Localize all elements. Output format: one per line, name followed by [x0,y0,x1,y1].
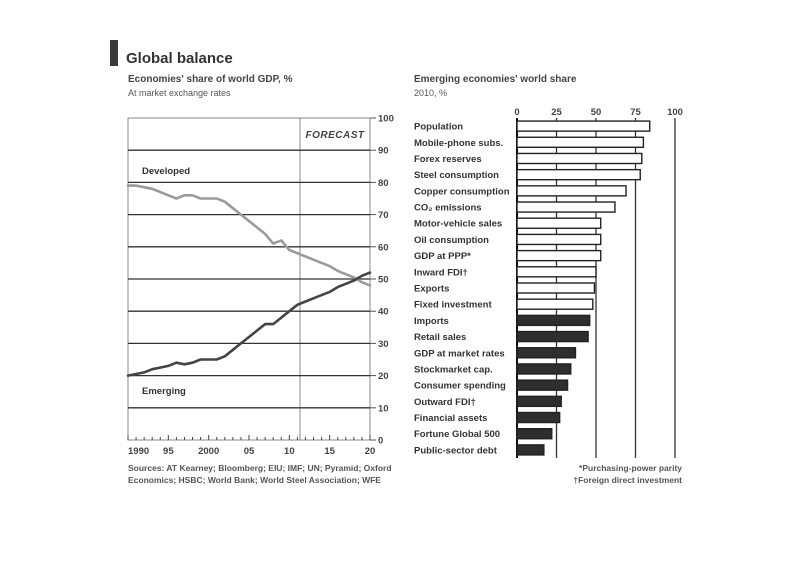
data-point-emerging [248,336,250,338]
category-label: Outward FDI† [414,397,476,408]
x-tick-label: 25 [551,107,562,118]
category-label: GDP at market rates [414,348,505,359]
x-tick-label: 75 [630,107,641,118]
category-label: Copper consumption [414,186,510,197]
bar [516,266,597,278]
category-label: Inward FDI† [414,267,468,278]
bar [516,444,545,456]
y-tick-label: 60 [378,242,389,253]
left-chart-source: Sources: AT Kearney; Bloomberg; EIU; IMF… [128,463,394,485]
x-tick-label: 0 [514,107,519,118]
x-tick-label: 20 [365,446,376,457]
note-ppp: *Purchasing-power parity [579,463,682,473]
left-chart: Economies' share of world GDP, % At mark… [126,74,394,485]
category-label: Motor-vehicle sales [414,219,502,230]
category-label: GDP at PPP* [414,251,471,262]
right-chart-title: Emerging economies' world share [414,74,577,85]
bar [516,168,641,181]
x-tick-label: 15 [324,446,335,457]
data-point-developed [288,249,291,251]
data-point-emerging [127,374,129,377]
note-fdi: †Foreign direct investment [573,475,682,485]
bar [516,249,602,262]
x-tick-label: 1990 [128,446,149,457]
bar [516,233,602,246]
category-label: Steel consumption [414,170,499,181]
bar [516,298,594,310]
category-label: Fortune Global 500 [414,429,500,440]
series-label-emerging: Emerging [142,386,186,397]
x-tick-label: 2000 [198,446,219,457]
bar [516,379,569,391]
category-label: Mobile-phone subs. [414,138,503,149]
x-tick-label: 100 [667,107,683,118]
data-point-emerging [167,365,170,367]
x-tick-label: 95 [163,446,174,457]
bar [516,185,627,197]
forecast-label: FORECAST [306,130,365,141]
bar [516,363,572,375]
y-tick-label: 30 [378,339,389,350]
y-tick-label: 0 [378,436,383,447]
bar [516,217,602,229]
data-point-developed [127,184,129,187]
bar [516,120,651,132]
y-tick-label: 40 [378,307,389,318]
bar [516,136,645,149]
page-title: Global balance [126,50,233,67]
category-label: Fixed investment [414,300,492,311]
title-bar-marker [110,40,118,66]
category-label: Exports [414,284,449,295]
data-point-emerging [369,271,371,274]
category-label: Oil consumption [414,235,489,246]
bar [516,330,589,343]
source-line-2: Economics; HSBC; World Bank; World Steel… [128,475,381,485]
category-label: Financial assets [414,413,487,424]
x-tick-label: 10 [284,446,295,457]
right-chart: Emerging economies' world share 2010, % … [414,74,683,485]
category-label: Imports [414,316,449,327]
bar [516,152,643,165]
bar [516,282,596,294]
category-label: Retail sales [414,332,466,343]
x-tick-label: 50 [591,107,602,118]
y-tick-label: 100 [378,114,394,125]
data-point-developed [328,265,331,268]
data-point-developed [207,197,210,200]
y-tick-label: 20 [378,371,389,382]
left-chart-title: Economies' share of world GDP, % [128,74,293,85]
y-tick-label: 90 [378,146,389,157]
x-tick-label: 05 [244,446,255,457]
right-chart-subtitle: 2010, % [414,88,447,98]
category-label: Forex reserves [414,154,482,165]
data-point-developed [167,194,170,197]
bar [516,347,577,359]
data-point-emerging [328,290,331,293]
y-tick-label: 70 [378,210,389,221]
series-label-developed: Developed [142,166,190,177]
left-chart-subtitle: At market exchange rates [128,88,231,98]
data-point-developed [248,220,250,222]
data-point-emerging [288,310,291,313]
category-label: Population [414,122,463,133]
category-label: CO₂ emissions [414,203,482,214]
bar [516,395,562,408]
bar [516,314,591,327]
data-point-emerging [207,358,210,361]
bar [516,427,553,440]
category-label: Consumer spending [414,381,506,392]
bar [516,411,561,424]
y-tick-label: 80 [378,178,389,189]
category-label: Public-sector debt [414,445,498,456]
y-tick-label: 10 [378,403,389,414]
source-line-1: Sources: AT Kearney; Bloomberg; EIU; IMF… [128,463,392,473]
bar [516,201,616,213]
category-label: Stockmarket cap. [414,364,493,375]
y-tick-label: 50 [378,275,389,286]
data-point-developed [369,284,371,287]
